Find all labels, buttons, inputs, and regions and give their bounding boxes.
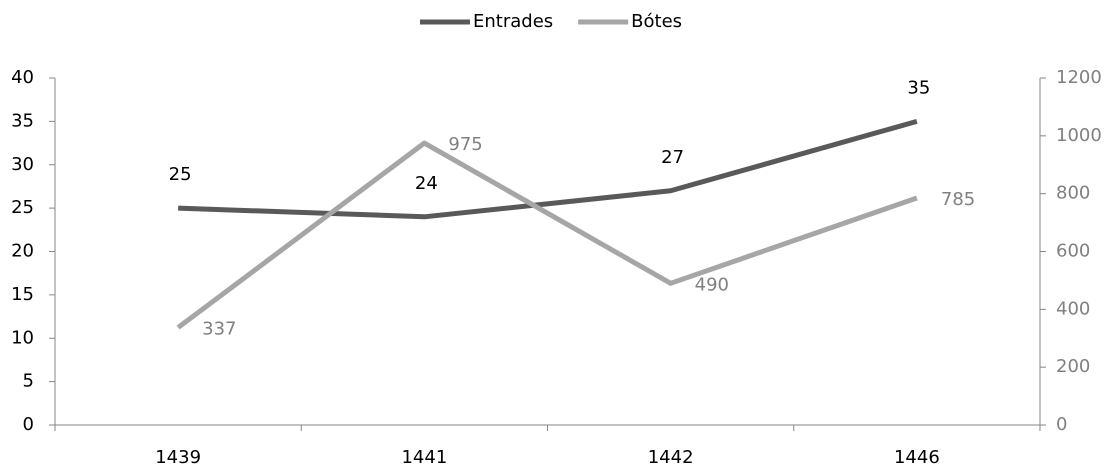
data-label: 35	[907, 77, 930, 98]
data-label: 975	[448, 134, 482, 155]
data-label: 490	[695, 274, 729, 295]
series-line	[178, 118, 918, 220]
x-tick-label: 1441	[401, 447, 447, 465]
legend-label: Entrades	[473, 11, 553, 32]
y2-tick-label: 0	[1056, 414, 1067, 435]
y2-tick-label: 1200	[1056, 67, 1102, 88]
data-label: 27	[661, 147, 684, 168]
y-tick-label: 25	[11, 197, 34, 218]
y2-tick-label: 400	[1056, 298, 1090, 319]
y-tick-label: 30	[11, 154, 34, 175]
data-label: 785	[941, 189, 975, 210]
y-tick-label: 0	[23, 414, 34, 435]
y2-tick-label: 200	[1056, 356, 1090, 377]
x-tick-label: 1446	[894, 447, 940, 465]
y-tick-label: 15	[11, 284, 34, 305]
data-label: 24	[415, 173, 438, 194]
y2-tick-label: 600	[1056, 241, 1090, 262]
y-tick-label: 5	[23, 371, 34, 392]
data-label: 337	[202, 319, 236, 340]
data-label: 25	[169, 164, 192, 185]
y2-tick-label: 800	[1056, 183, 1090, 204]
y-tick-label: 40	[11, 67, 34, 88]
x-tick-label: 1439	[155, 447, 201, 465]
series-line	[176, 140, 918, 330]
y-tick-label: 20	[11, 241, 34, 262]
legend-label: Bótes	[631, 11, 682, 32]
y-tick-label: 10	[11, 327, 34, 348]
y2-tick-label: 1000	[1056, 125, 1102, 146]
y-tick-label: 35	[11, 110, 34, 131]
x-tick-label: 1442	[648, 447, 694, 465]
